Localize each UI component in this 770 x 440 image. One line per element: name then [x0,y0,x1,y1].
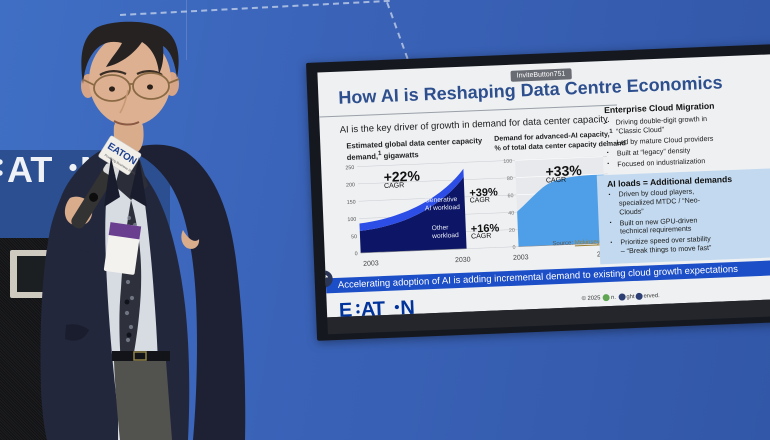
svg-text:80: 80 [507,176,513,182]
svg-text:50: 50 [351,234,357,240]
svg-text:150: 150 [347,200,356,206]
svg-text:250: 250 [345,165,354,171]
svg-text:20: 20 [509,228,515,234]
svg-text:60: 60 [507,193,513,199]
svg-text:E: E [339,299,353,317]
svg-text:40: 40 [508,210,514,216]
svg-text:100: 100 [347,217,356,223]
svg-text:200: 200 [346,182,355,188]
svg-text:0: 0 [513,245,516,251]
svg-text:100: 100 [503,159,512,165]
svg-text:0: 0 [355,251,358,257]
